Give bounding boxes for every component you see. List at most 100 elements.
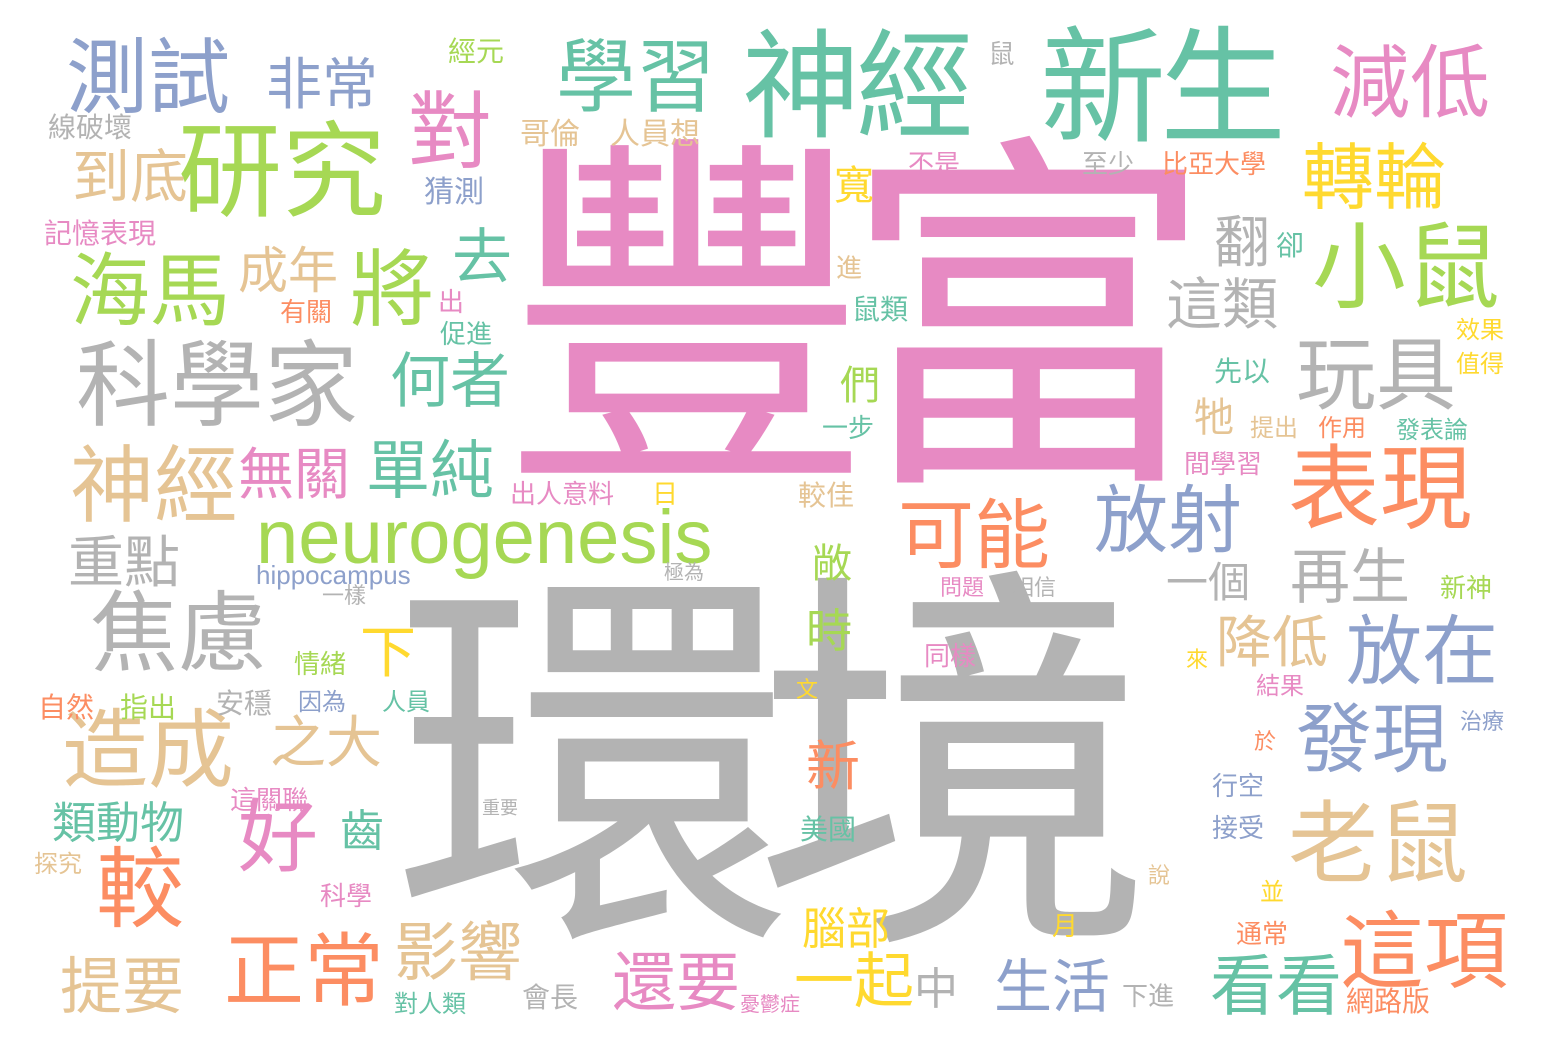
word: 科學家 <box>76 332 359 441</box>
word: 情緒 <box>294 650 347 680</box>
word: 通常 <box>1236 920 1289 950</box>
word: 玩具 <box>1296 329 1456 422</box>
word: 再生 <box>1290 543 1410 613</box>
word: 中 <box>914 964 958 1015</box>
word: 將 <box>350 241 435 339</box>
word: 降低 <box>1216 611 1328 676</box>
word: hippocampus <box>256 560 411 590</box>
word: 鼠類 <box>852 293 909 326</box>
word: 新生 <box>1040 15 1286 162</box>
word: 好 <box>238 791 318 884</box>
word: 鼠 <box>984 40 1014 66</box>
word: 先以 <box>1214 355 1271 388</box>
word: 齒 <box>340 806 384 857</box>
word: 行空 <box>1212 772 1265 802</box>
word: 憂鬱症 <box>740 992 800 1016</box>
word: 翻 <box>1214 211 1270 276</box>
word: 造成 <box>62 701 234 801</box>
word: 焦慮 <box>90 582 267 685</box>
word: 相信 <box>1012 576 1057 601</box>
word: 出 <box>438 288 465 318</box>
word: 影響 <box>394 917 522 991</box>
word: 時 <box>806 604 852 658</box>
word: 提出 <box>1250 414 1298 442</box>
word: 敞 <box>812 541 852 587</box>
word: 去 <box>452 223 512 293</box>
word: 比亞大學 <box>1162 150 1267 180</box>
word: 轉輪 <box>1302 136 1447 220</box>
word: 新神 <box>1440 574 1493 604</box>
word: 神經 <box>742 18 974 156</box>
word: 美國 <box>800 813 857 846</box>
word: 一步 <box>822 414 875 444</box>
word: 效果 <box>1456 316 1504 344</box>
word: 來 <box>1186 648 1209 673</box>
word: 至少 <box>1082 150 1135 180</box>
word: 哥倫 <box>520 117 580 152</box>
word: 腦部 <box>802 904 890 955</box>
word: 於 <box>1254 730 1277 755</box>
word: 放射 <box>1094 478 1242 564</box>
word: 發表論 <box>1396 416 1468 444</box>
word: 們 <box>840 363 880 409</box>
word: 說 <box>1148 864 1171 889</box>
word: 較 <box>96 838 185 941</box>
word: 測試 <box>66 31 231 126</box>
word: 因為 <box>298 688 346 716</box>
word: 學習 <box>556 31 716 124</box>
word: 豐富 <box>500 107 1214 540</box>
word: 作用 <box>1318 414 1366 442</box>
word: 日 <box>652 480 679 510</box>
word: 新 <box>806 735 860 798</box>
word: 安穩 <box>216 687 273 720</box>
word: 較佳 <box>798 479 855 512</box>
word: 對 <box>408 83 493 181</box>
word: 單純 <box>366 435 494 509</box>
word: 還要 <box>612 947 740 1021</box>
word: 到底 <box>72 143 189 211</box>
word: 無關 <box>238 443 350 508</box>
word: 指出 <box>120 691 177 724</box>
word: 間學習 <box>1184 450 1263 480</box>
word: 線破壞 <box>48 111 133 144</box>
word: 人員 <box>382 688 430 716</box>
word: 對人類 <box>394 990 466 1018</box>
word: 並 <box>1260 878 1284 906</box>
word: 下進 <box>1122 982 1175 1012</box>
word: 月 <box>1052 912 1079 942</box>
word: 同樣 <box>924 642 977 672</box>
word: 小鼠 <box>1312 214 1501 323</box>
word: 文 <box>796 678 819 703</box>
word: 一個 <box>1166 558 1251 607</box>
word: 下 <box>360 621 416 686</box>
word: 極為 <box>664 560 704 584</box>
word: 不是 <box>908 150 961 180</box>
word: 之大 <box>270 711 382 776</box>
word: 卻 <box>1276 229 1305 262</box>
word: 接受 <box>1212 814 1265 844</box>
word: 老鼠 <box>1288 792 1468 897</box>
word: 這關聯 <box>230 786 309 816</box>
word: neurogenesis <box>256 495 713 580</box>
word: 表現 <box>1288 436 1473 543</box>
word: 出人意料 <box>510 480 615 510</box>
word: 神經 <box>70 437 239 535</box>
word: 科學 <box>320 882 373 912</box>
word: 牠 <box>1194 395 1234 441</box>
word: 經元 <box>448 35 505 68</box>
word: 何者 <box>390 347 510 417</box>
word: 非常 <box>266 53 378 118</box>
word: 減低 <box>1330 37 1490 130</box>
word: 可能 <box>898 491 1050 580</box>
word: 問題 <box>940 576 985 601</box>
word: 會長 <box>522 981 579 1014</box>
word: 一起 <box>794 947 914 1017</box>
word: 促進 <box>440 320 493 350</box>
word: 自然 <box>38 691 95 724</box>
word: 提要 <box>60 950 185 1023</box>
word: 正常 <box>224 925 384 1018</box>
word: 探究 <box>34 850 82 878</box>
word: 生活 <box>994 953 1111 1021</box>
word: 治療 <box>1460 710 1505 735</box>
